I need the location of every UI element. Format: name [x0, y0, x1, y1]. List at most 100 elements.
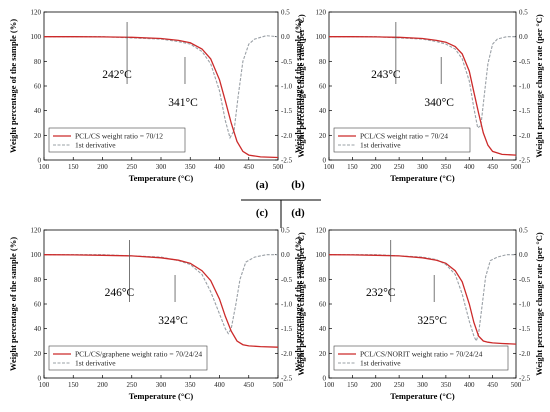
chart-panel-3: 100 150 200 250 300 350 400 450 500 0 20 40 60 80 100 1… — [8, 227, 306, 402]
y2-tick-label: -0.5 — [519, 276, 531, 284]
y-tick-label: 120 — [31, 227, 42, 235]
onset-temperature-label: 340°C — [424, 97, 454, 109]
y2-tick-label: -1.0 — [519, 301, 531, 309]
x-tick-label: 100 — [39, 163, 50, 171]
x-tick-label: 300 — [156, 381, 167, 389]
y-tick-label: 0 — [323, 375, 327, 383]
y2-tick-label: 0.5 — [281, 227, 290, 235]
y2-tick-label: -1.0 — [519, 83, 531, 91]
y2-tick-label: -2.5 — [519, 375, 531, 383]
legend-label-weight: PCL/CS/NORIT weight ratio = 70/24/24 — [360, 350, 483, 359]
chart-panel-2: 100 150 200 250 300 350 400 450 500 0 20 40 60 80 100 1… — [293, 9, 544, 184]
y2-tick-label: -2.0 — [281, 350, 293, 358]
legend-label-derivative: 1st derivative — [360, 141, 401, 150]
y-axis-title: Weight percentage of the sample (%) — [293, 19, 303, 153]
y2-tick-label: -0.5 — [519, 58, 531, 66]
y-axis-title: Weight percentage of the sample (%) — [293, 237, 303, 371]
y2-tick-label: -2.0 — [519, 132, 531, 140]
x-tick-label: 500 — [273, 381, 284, 389]
y-tick-label: 60 — [319, 301, 327, 309]
x-tick-label: 500 — [511, 163, 522, 171]
series-line-derivative — [44, 35, 279, 140]
y2-tick-label: 0.0 — [281, 33, 290, 41]
x-tick-label: 450 — [487, 163, 498, 171]
series-line-derivative — [329, 36, 516, 129]
y-tick-label: 80 — [34, 58, 42, 66]
x-tick-label: 400 — [464, 381, 475, 389]
y2-tick-label: -1.5 — [519, 107, 531, 115]
onset-temperature-label: 246°C — [105, 287, 135, 299]
onset-temperature-label: 324°C — [158, 315, 188, 327]
y-tick-label: 100 — [316, 251, 327, 259]
y2-tick-label: 0.0 — [519, 33, 528, 41]
onset-temperature-label: 242°C — [102, 69, 132, 81]
y-tick-label: 80 — [319, 58, 327, 66]
x-tick-label: 500 — [273, 163, 284, 171]
x-tick-label: 400 — [464, 163, 475, 171]
x-tick-label: 150 — [68, 381, 79, 389]
y2-tick-label: -1.5 — [281, 107, 293, 115]
x-tick-label: 300 — [417, 163, 428, 171]
y2-tick-label: -1.0 — [281, 83, 293, 91]
y2-axis-title: Weight percentage change rate (per °C) — [296, 232, 306, 376]
y2-tick-label: -2.5 — [519, 157, 531, 165]
y-axis-title: Weight percentage of the sample (%) — [8, 19, 18, 153]
y-tick-label: 120 — [31, 9, 42, 17]
y-tick-label: 40 — [319, 107, 327, 115]
y-tick-label: 120 — [316, 227, 327, 235]
y2-tick-label: -2.0 — [281, 132, 293, 140]
legend-label-derivative: 1st derivative — [75, 359, 116, 368]
y2-tick-label: 0.0 — [281, 251, 290, 259]
legend-label-weight: PCL/CS/graphene weight ratio = 70/24/24 — [75, 350, 202, 359]
y2-tick-label: -1.5 — [281, 325, 293, 333]
x-axis-title: Temperature (°C) — [129, 391, 194, 401]
y2-axis-title: Weight percentage change rate (per °C) — [296, 14, 306, 158]
y2-tick-label: -1.5 — [519, 325, 531, 333]
panel-divider: (a) (b) (c) (d) — [241, 179, 321, 228]
onset-temperature-label: 243°C — [371, 69, 401, 81]
x-tick-label: 250 — [127, 381, 138, 389]
x-tick-label: 350 — [441, 381, 452, 389]
panel-label: (b) — [291, 179, 305, 191]
legend-label-derivative: 1st derivative — [360, 359, 401, 368]
y2-tick-label: 0.5 — [519, 9, 528, 17]
x-tick-label: 100 — [324, 163, 335, 171]
x-tick-label: 350 — [185, 381, 196, 389]
x-tick-label: 100 — [39, 381, 50, 389]
x-tick-label: 350 — [185, 163, 196, 171]
y-tick-label: 0 — [38, 375, 42, 383]
legend-label-weight: PCL/CS weight ratio = 70/24 — [360, 132, 448, 141]
y-tick-label: 40 — [34, 325, 42, 333]
y-tick-label: 20 — [34, 132, 42, 140]
y2-tick-label: -0.5 — [281, 276, 293, 284]
y-tick-label: 80 — [319, 276, 327, 284]
legend-label-derivative: 1st derivative — [75, 141, 116, 150]
y-tick-label: 0 — [323, 157, 327, 165]
x-tick-label: 200 — [97, 163, 108, 171]
x-tick-label: 300 — [156, 163, 167, 171]
y-tick-label: 60 — [34, 83, 42, 91]
x-tick-label: 200 — [97, 381, 108, 389]
x-axis-title: Temperature (°C) — [390, 173, 455, 183]
panel-label: (a) — [256, 179, 269, 191]
y-tick-label: 60 — [319, 83, 327, 91]
series-line-derivative — [329, 254, 516, 343]
x-tick-label: 100 — [324, 381, 335, 389]
y2-axis-title: Weight percentage change rate (per °C) — [534, 14, 544, 158]
y-tick-label: 20 — [34, 350, 42, 358]
y-tick-label: 40 — [319, 325, 327, 333]
onset-temperature-label: 232°C — [366, 287, 396, 299]
x-tick-label: 500 — [511, 381, 522, 389]
y-tick-label: 120 — [316, 9, 327, 17]
x-tick-label: 250 — [127, 163, 138, 171]
y2-tick-label: -2.5 — [281, 157, 293, 165]
chart-panel-1: 100 150 200 250 300 350 400 450 500 0 20 40 60 80 100 1… — [8, 9, 306, 184]
panel-label: (d) — [291, 207, 305, 219]
x-axis-title: Temperature (°C) — [129, 173, 194, 183]
legend-box — [333, 345, 509, 371]
y2-tick-label: 0.5 — [281, 9, 290, 17]
series-line-weight — [44, 36, 279, 159]
x-tick-label: 200 — [371, 381, 382, 389]
series-line-weight — [329, 36, 517, 156]
y-tick-label: 80 — [34, 276, 42, 284]
